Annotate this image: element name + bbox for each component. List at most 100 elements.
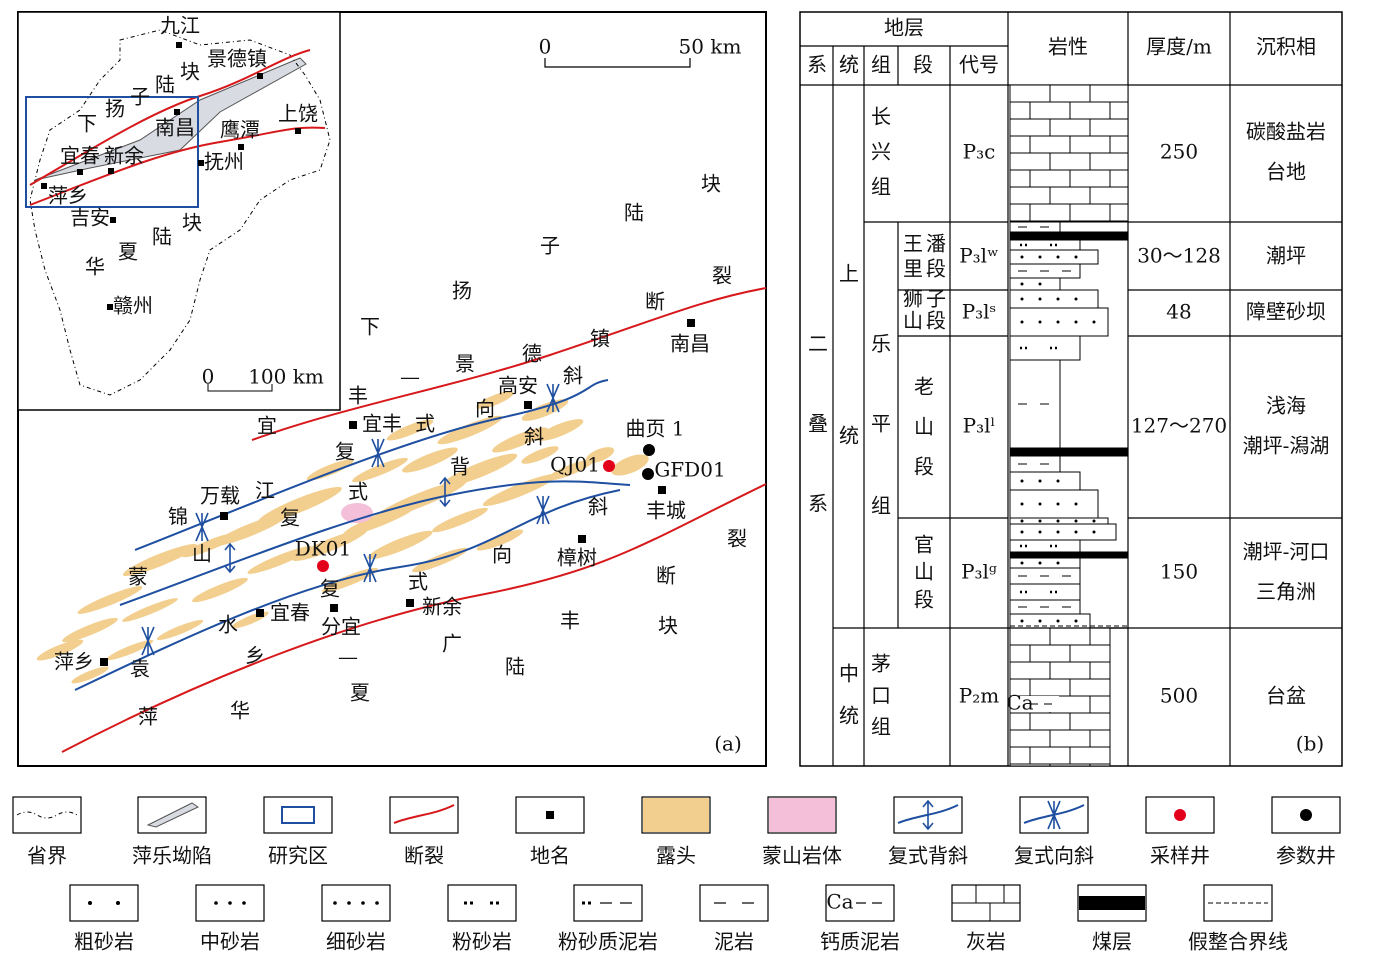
outcrop bbox=[71, 666, 109, 684]
dot bbox=[1056, 502, 1060, 506]
legend-label: 地名 bbox=[530, 844, 570, 868]
dot bbox=[1038, 297, 1042, 301]
outcrop bbox=[192, 577, 248, 603]
place-label: 南昌 bbox=[670, 332, 710, 356]
inset-frame bbox=[17, 11, 341, 411]
place-label: 宜春 bbox=[270, 601, 310, 625]
place-label: 高安 bbox=[498, 374, 538, 398]
scale-label: 50 km bbox=[679, 35, 742, 59]
code: P₃lʷ bbox=[959, 244, 999, 268]
sym bbox=[228, 901, 232, 905]
outcrop bbox=[521, 446, 559, 464]
legend-label: 研究区 bbox=[268, 844, 328, 868]
system-label: 二叠系 bbox=[808, 332, 828, 516]
thickness: 150 bbox=[1160, 560, 1198, 584]
lithology-bed bbox=[1009, 489, 1099, 519]
outcrop bbox=[367, 530, 433, 560]
member-label: 官山段 bbox=[914, 533, 934, 612]
dot bbox=[1020, 282, 1024, 286]
place-marker bbox=[110, 217, 116, 223]
syncline-symbol bbox=[1047, 800, 1061, 830]
inset-place-label: 抚州 bbox=[204, 150, 244, 174]
inset-place-label: 赣州 bbox=[113, 294, 153, 318]
facies: 台地 bbox=[1266, 160, 1306, 184]
dot bbox=[1020, 530, 1024, 534]
dot bbox=[1056, 297, 1060, 301]
outcrop bbox=[306, 459, 354, 481]
basin bbox=[34, 57, 307, 181]
scale-bar bbox=[207, 384, 273, 392]
outcrop bbox=[611, 454, 649, 476]
place-marker bbox=[257, 73, 263, 79]
well-label: 曲页 1 bbox=[625, 417, 684, 441]
well-label: QJ01 bbox=[550, 453, 600, 477]
place-label: 樟树 bbox=[557, 546, 597, 570]
inset-place-label: 吉安 bbox=[70, 206, 110, 230]
legend-label: 细砂岩 bbox=[326, 930, 386, 954]
place-label: 分宜 bbox=[321, 615, 361, 639]
lithology-text: Ca bbox=[1006, 691, 1033, 715]
syncline bbox=[74, 489, 621, 691]
series-label: 上统 bbox=[839, 262, 859, 448]
place-marker bbox=[41, 183, 47, 189]
legend-label: 煤层 bbox=[1092, 930, 1132, 954]
outcrop bbox=[292, 529, 368, 561]
panel-label: (a) bbox=[714, 732, 742, 756]
place-marker bbox=[77, 169, 83, 175]
sym bbox=[375, 901, 379, 905]
header: 沉积相 bbox=[1256, 35, 1316, 59]
code: P₃lˢ bbox=[962, 300, 997, 324]
place-marker bbox=[524, 401, 532, 409]
dot bbox=[1038, 502, 1042, 506]
sym bbox=[361, 901, 365, 905]
formation-label: 茅口组 bbox=[871, 652, 891, 739]
lithology-bed bbox=[1009, 231, 1129, 241]
dot bbox=[1020, 619, 1024, 623]
outcrop bbox=[521, 399, 569, 421]
header: 厚度/m bbox=[1146, 35, 1212, 59]
dot bbox=[1038, 320, 1042, 324]
sym bbox=[146, 802, 200, 828]
dot bbox=[1074, 519, 1078, 523]
dot bbox=[1038, 282, 1042, 286]
outcrop bbox=[156, 619, 204, 641]
syncline bbox=[134, 379, 609, 551]
lithology-bed bbox=[1009, 277, 1061, 291]
inset-place-label: 上饶 bbox=[278, 102, 318, 126]
outcrop bbox=[476, 529, 524, 551]
thickness: 48 bbox=[1166, 300, 1191, 324]
legend-label: 参数井 bbox=[1276, 844, 1336, 868]
syncline-symbol bbox=[363, 553, 377, 583]
header: 段 bbox=[913, 53, 933, 77]
legend-label: 萍乐坳陷 bbox=[132, 844, 212, 868]
legend-box bbox=[699, 884, 769, 922]
place-marker bbox=[100, 658, 108, 666]
place-marker bbox=[330, 604, 338, 612]
member-label: 王潘里段 bbox=[903, 232, 946, 281]
fault bbox=[29, 126, 326, 206]
lithology-bed bbox=[1009, 447, 1129, 457]
legend-box bbox=[69, 884, 139, 922]
dot bbox=[1038, 561, 1042, 565]
legend-label: 采样井 bbox=[1150, 844, 1210, 868]
sym bbox=[242, 901, 246, 905]
place-marker bbox=[658, 486, 666, 494]
place-marker bbox=[687, 319, 695, 327]
scale-bar bbox=[544, 58, 691, 68]
outcrop bbox=[352, 457, 408, 483]
well bbox=[317, 560, 329, 572]
code: P₃c bbox=[963, 140, 996, 164]
outcrop bbox=[536, 419, 584, 441]
dot bbox=[1020, 519, 1024, 523]
well bbox=[643, 444, 655, 456]
code: P₃lˡ bbox=[963, 414, 996, 438]
legend-box bbox=[825, 884, 895, 922]
legend-label: 复式向斜 bbox=[1014, 844, 1094, 868]
facies: 潮坪 bbox=[1266, 244, 1306, 268]
legend-label: 粉砂岩 bbox=[452, 930, 512, 954]
syncline-symbol bbox=[546, 383, 560, 413]
study-area bbox=[25, 96, 199, 208]
dot bbox=[1056, 255, 1060, 259]
formation-label: 乐平组 bbox=[871, 332, 891, 518]
